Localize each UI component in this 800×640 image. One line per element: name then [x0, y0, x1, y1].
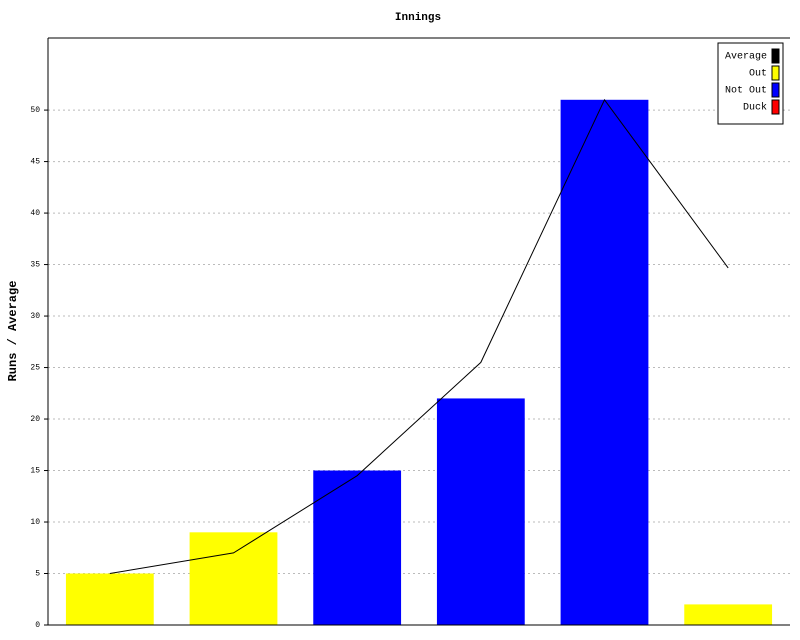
bar	[560, 99, 649, 625]
bar	[189, 532, 278, 625]
legend-label: Duck	[743, 102, 767, 114]
y-tick-label: 25	[30, 364, 40, 373]
average-line	[109, 98, 729, 575]
plot-area	[65, 98, 773, 625]
legend-label: Average	[725, 52, 767, 63]
legend-swatch	[771, 65, 780, 81]
legend-label: Not Out	[725, 86, 767, 97]
y-tick-label: 5	[35, 570, 40, 579]
bar	[436, 398, 525, 625]
y-tick-label: 15	[30, 467, 40, 476]
legend: Average Out Not Out Duck	[717, 42, 784, 125]
y-tick-label: 0	[35, 621, 40, 630]
y-tick-label: 30	[30, 312, 40, 321]
legend-swatch	[771, 48, 780, 64]
legend-swatch	[771, 99, 780, 115]
y-axis-label: Runs / Average	[6, 281, 20, 382]
y-tick-label: 40	[30, 209, 40, 218]
bar	[684, 604, 773, 625]
bar	[313, 470, 402, 625]
bar	[65, 573, 154, 625]
y-tick-label: 10	[30, 518, 40, 527]
legend-label: Out	[749, 69, 767, 80]
y-tick-label: 35	[30, 261, 40, 270]
y-tick-label: 50	[30, 106, 40, 115]
legend-swatch	[771, 82, 780, 98]
grid: 0 5 10 15 20 25 30 35 40 45 50	[30, 106, 790, 630]
y-tick-label: 45	[30, 158, 40, 167]
chart-title: Innings	[395, 12, 441, 24]
y-tick-label: 20	[30, 415, 40, 424]
